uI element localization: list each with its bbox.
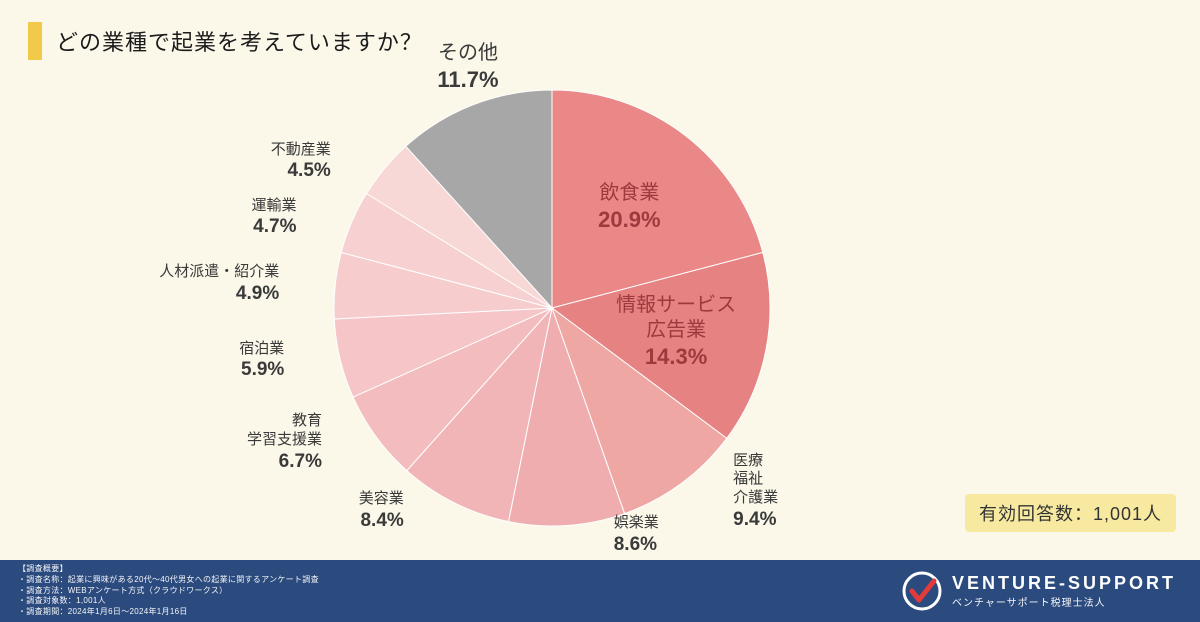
footer-meta-text: 【調査概要】 ・調査名称：起業に興味がある20代～40代男女への起業に関するアン… — [18, 564, 319, 618]
brand-text: VENTURE-SUPPORT ベンチャーサポート税理士法人 — [952, 573, 1176, 609]
page-root: どの業種で起業を考えていますか？ 飲食業20.9%情報サービス広告業14.3%医… — [0, 0, 1200, 622]
footer-bar: 【調査概要】 ・調査名称：起業に興味がある20代～40代男女への起業に関するアン… — [0, 560, 1200, 622]
footer-brand: VENTURE-SUPPORT ベンチャーサポート税理士法人 — [902, 571, 1176, 611]
pie-chart-svg — [0, 0, 1200, 560]
brand-logo-icon — [902, 571, 942, 611]
brand-main-text: VENTURE-SUPPORT — [952, 573, 1176, 594]
brand-sub-text: ベンチャーサポート税理士法人 — [952, 594, 1176, 609]
pie-chart-area: 飲食業20.9%情報サービス広告業14.3%医療福祉介護業9.4%娯楽業8.6%… — [0, 0, 1200, 560]
response-count-box: 有効回答数：1,001人 — [965, 494, 1176, 532]
